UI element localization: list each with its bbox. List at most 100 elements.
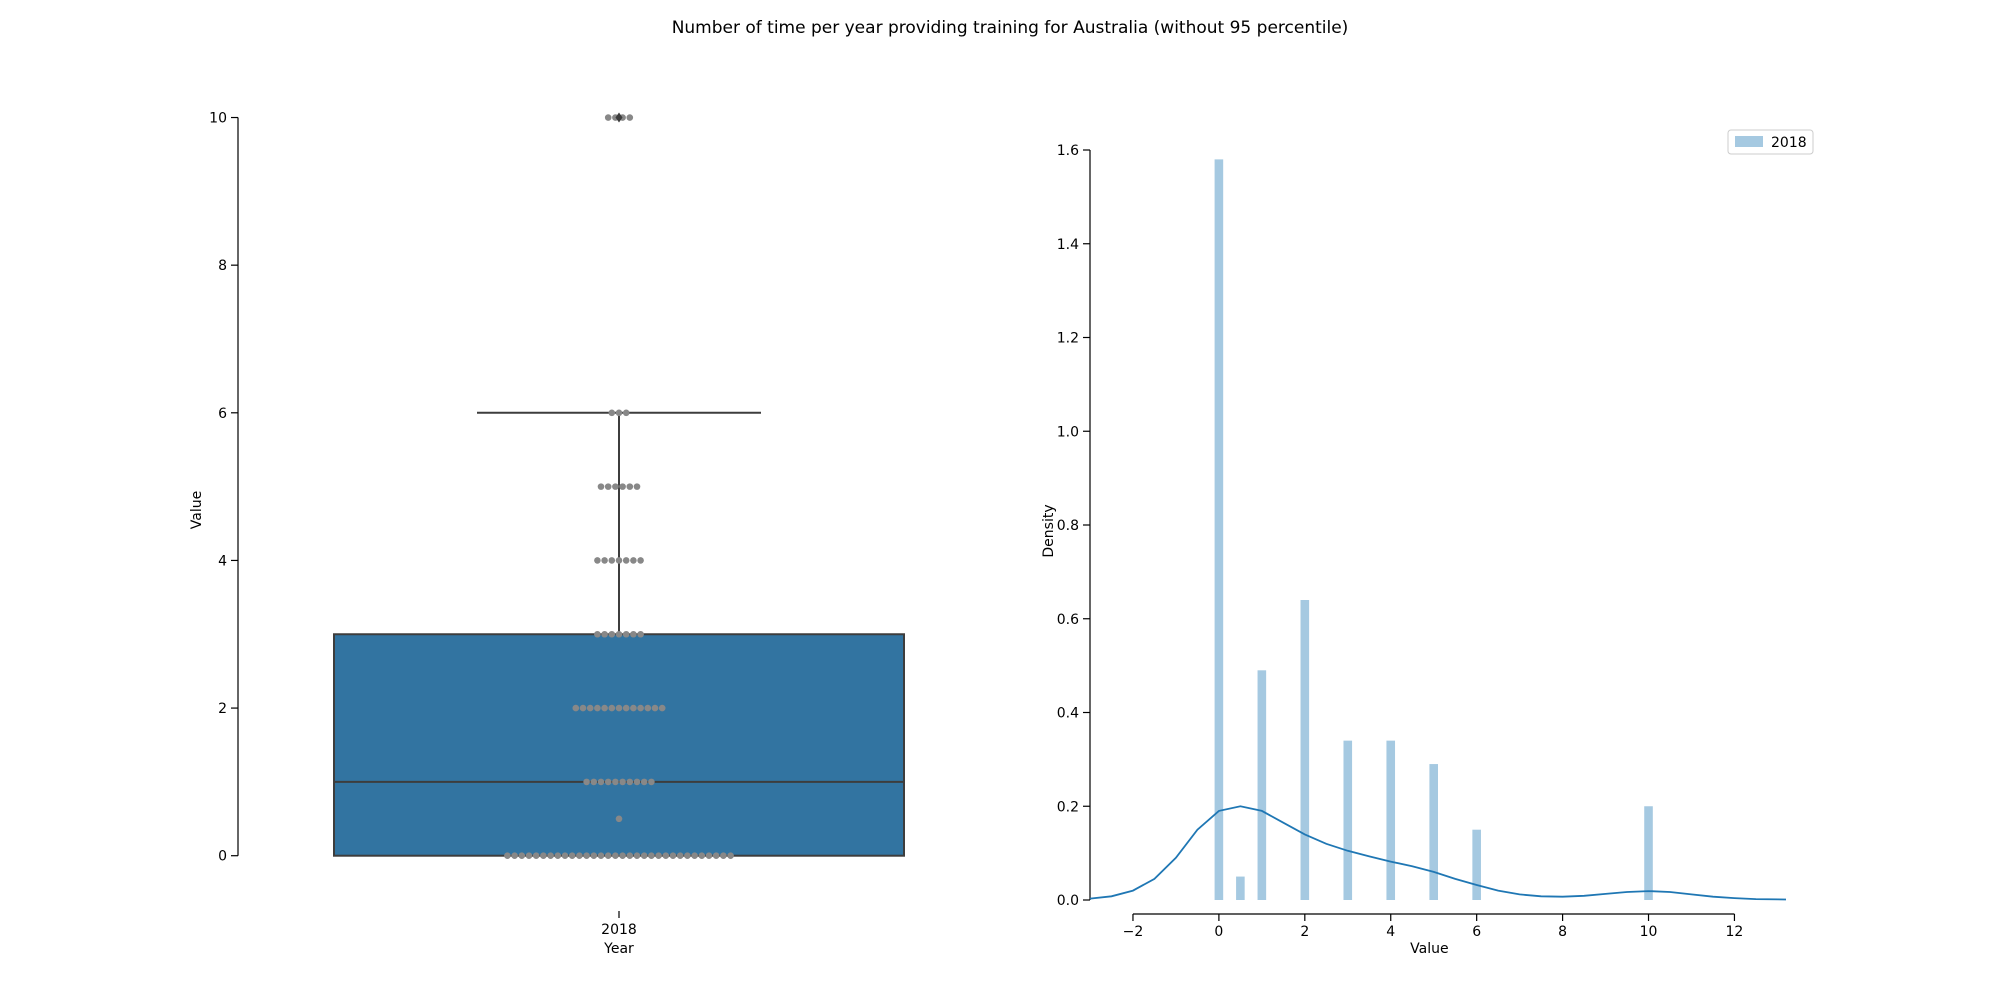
- swarm-point: [640, 852, 648, 860]
- swarm-point: [518, 852, 526, 860]
- swarm-point: [608, 557, 616, 564]
- swarm-point: [594, 704, 601, 712]
- x-tick-label: 2: [1300, 924, 1309, 940]
- y-tick-label: 4: [218, 553, 227, 569]
- swarm-point: [612, 778, 619, 786]
- swarm-point: [504, 852, 511, 860]
- swarm-point: [612, 483, 619, 490]
- histogram-bar: [1257, 670, 1267, 900]
- swarm-point: [727, 852, 734, 860]
- histogram-bar: [1644, 806, 1653, 900]
- swarm-point: [615, 409, 623, 417]
- histogram-bar: [1236, 876, 1245, 900]
- legend-frame: [1727, 129, 1814, 155]
- y-tick-label: 1.4: [1057, 237, 1079, 253]
- swarm-point: [604, 114, 612, 121]
- y-tick-label: 6: [218, 406, 227, 422]
- histogram-bar: [1429, 764, 1438, 900]
- x-tick-label: 8: [1558, 924, 1567, 940]
- swarm-point: [576, 852, 583, 860]
- histogram-bar: [1300, 600, 1310, 900]
- y-tick-label: 8: [218, 258, 227, 274]
- swarm-point: [626, 483, 634, 490]
- swarm-point: [583, 852, 590, 860]
- swarm-point: [622, 704, 630, 712]
- swarm-point: [640, 778, 648, 786]
- swarm-point: [633, 483, 641, 490]
- figure-title: Number of time per year providing traini…: [672, 18, 1349, 38]
- swarm-point: [648, 852, 655, 860]
- swarm-point: [532, 852, 540, 860]
- swarm-point: [630, 630, 637, 638]
- swarm-point: [619, 778, 626, 786]
- swarm-point: [669, 852, 677, 860]
- histogram-bar: [1386, 740, 1396, 900]
- y-tick-label: 0.8: [1057, 518, 1079, 534]
- swarm-point: [615, 815, 623, 823]
- x-tick-label: 0: [1214, 924, 1223, 940]
- swarm-point: [698, 852, 706, 860]
- swarm-point: [604, 483, 612, 490]
- swarm-point: [705, 852, 713, 860]
- histogram-bar: [1343, 740, 1353, 900]
- y-tick-label: 2: [218, 701, 227, 717]
- swarm-point: [622, 409, 630, 417]
- swarm-point: [594, 630, 601, 638]
- swarm-point: [651, 704, 659, 712]
- y-tick-label: 0.2: [1057, 799, 1079, 815]
- y-axis-label: Density: [1041, 504, 1057, 557]
- swarm-point: [590, 852, 598, 860]
- swarm-point: [684, 852, 691, 860]
- swarm-point: [612, 852, 619, 860]
- swarm-point: [622, 630, 630, 638]
- swarm-point: [608, 409, 616, 417]
- y-tick-label: 0.6: [1057, 612, 1079, 628]
- swarm-point: [540, 852, 547, 860]
- swarm-point: [561, 852, 569, 860]
- swarm-point: [615, 630, 623, 638]
- swarm-point: [630, 557, 637, 564]
- swarm-point: [633, 852, 641, 860]
- swarm-point: [615, 557, 623, 564]
- swarm-point: [658, 704, 666, 712]
- swarm-point: [622, 557, 630, 564]
- swarm-point: [720, 852, 727, 860]
- swarm-point: [547, 852, 554, 860]
- swarm-point: [648, 778, 655, 786]
- swarm-point: [583, 778, 590, 786]
- swarm-point: [633, 778, 641, 786]
- swarm-point: [579, 704, 587, 712]
- swarm-point: [511, 852, 518, 860]
- swarm-point: [655, 852, 662, 860]
- swarm-point: [608, 630, 616, 638]
- x-tick-label: 4: [1386, 924, 1395, 940]
- outlier-marker: [615, 112, 623, 123]
- y-tick-label: 1.6: [1057, 143, 1079, 159]
- y-tick-label: 0.0: [1057, 893, 1079, 909]
- swarm-point: [712, 852, 720, 860]
- box: [333, 633, 905, 857]
- x-tick-label: 6: [1472, 924, 1481, 940]
- x-tick-label: 2018: [601, 922, 637, 938]
- x-tick-label: 10: [1640, 924, 1658, 940]
- y-tick-label: 0.4: [1057, 706, 1079, 722]
- swarm-point: [608, 704, 616, 712]
- swarm-point: [691, 852, 698, 860]
- swarm-point: [637, 630, 644, 638]
- legend-swatch: [1735, 136, 1763, 147]
- legend-label: 2018: [1771, 135, 1807, 151]
- y-tick-label: 1.2: [1057, 331, 1079, 347]
- swarm-point: [630, 704, 637, 712]
- swarm-point: [601, 557, 608, 564]
- swarm-point: [637, 557, 644, 564]
- swarm-point: [597, 852, 605, 860]
- swarm-point: [586, 704, 594, 712]
- swarm-point: [601, 704, 608, 712]
- swarm-point: [626, 852, 634, 860]
- swarm-point: [662, 852, 670, 860]
- x-axis-label: Value: [1410, 941, 1448, 957]
- y-axis-label: Value: [189, 491, 205, 529]
- swarm-point: [554, 852, 562, 860]
- swarm-point: [676, 852, 684, 860]
